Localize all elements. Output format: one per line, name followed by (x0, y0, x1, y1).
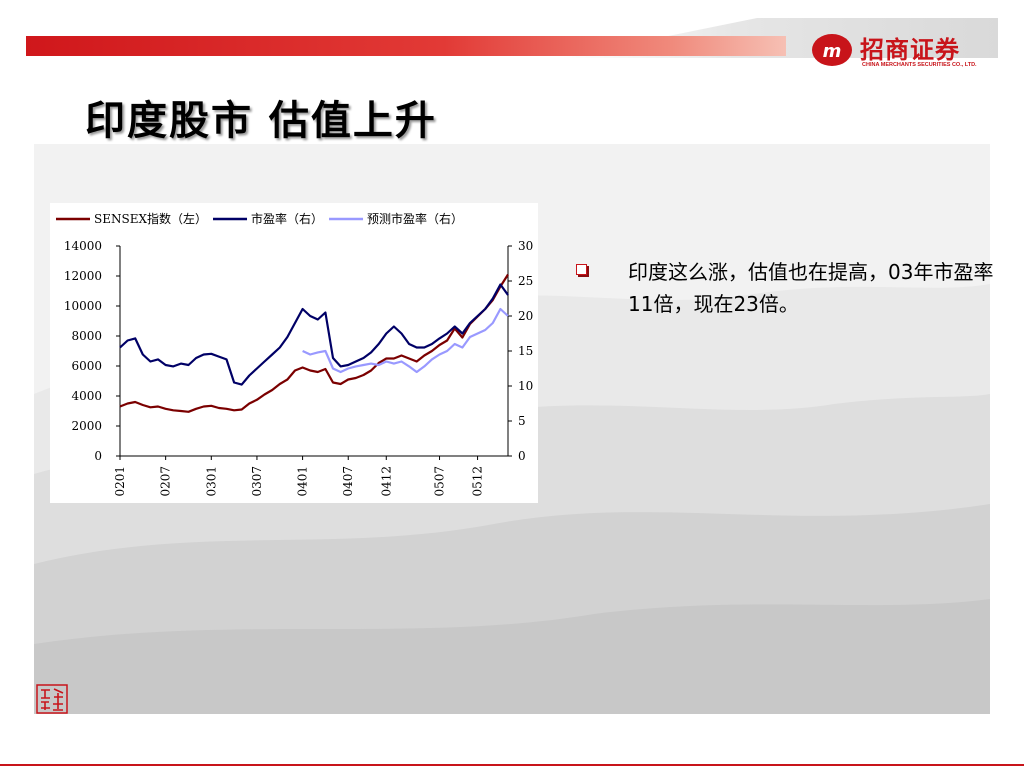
logo-english-name: CHINA MERCHANTS SECURITIES CO., LTD. (862, 62, 977, 68)
series-line-1 (119, 283, 509, 386)
x-tick-label: 0401 (296, 466, 310, 497)
x-tick-label: 0507 (433, 466, 447, 497)
y-right-tick-label: 25 (518, 274, 533, 288)
x-tick-label: 0512 (471, 466, 485, 497)
x-tick-label: 0301 (204, 466, 218, 497)
x-tick-label: 0207 (159, 466, 173, 497)
m-logo-icon: m (812, 34, 852, 66)
y-left-tick-label: 0 (94, 449, 102, 463)
square-bullet-icon (576, 264, 587, 275)
y-left-tick-label: 4000 (71, 389, 102, 403)
y-right-tick-label: 30 (518, 239, 533, 253)
y-right-tick-label: 15 (518, 344, 533, 358)
header-red-band (26, 36, 786, 56)
series-line-2 (302, 307, 509, 374)
y-left-tick-label: 8000 (71, 329, 102, 343)
y-left-tick-label: 6000 (71, 359, 102, 373)
y-left-tick-label: 14000 (64, 239, 102, 253)
y-right-tick-label: 5 (518, 414, 526, 428)
y-left-tick-label: 10000 (64, 299, 102, 313)
y-left-tick-label: 12000 (64, 269, 102, 283)
footer-red-line (0, 764, 1024, 766)
chart-container: 0 2000 4000 6000 8000 10000 12000 14000 0 5 10 15 20… (50, 203, 538, 503)
svg-text:m: m (823, 41, 842, 62)
company-logo: m 招商证券 CHINA MERCHANTS SECURITIES CO., L… (810, 30, 990, 74)
seal-stamp-icon (36, 684, 68, 714)
y-left-tick-label: 2000 (71, 419, 102, 433)
line-chart: 0 2000 4000 6000 8000 10000 12000 14000 0 5 10 15 20… (56, 211, 533, 497)
y-right-tick-label: 10 (518, 379, 533, 393)
y-right-tick-label: 0 (518, 449, 526, 463)
bullet-text: 印度这么涨，估值也在提高，03年市盈率11倍，现在23倍。 (628, 260, 994, 316)
legend-label-2: 预测市盈率（右） (367, 211, 463, 226)
series-line-0 (119, 273, 509, 413)
x-tick-label: 0407 (341, 466, 355, 497)
logo-chinese-name: 招商证券 (860, 36, 960, 64)
legend-label-0: SENSEX指数（左） (94, 211, 207, 226)
legend-label-1: 市盈率（右） (251, 211, 323, 226)
x-tick-label: 0201 (113, 466, 127, 497)
page-title: 印度股市 估值上升 (85, 97, 437, 144)
x-tick-label: 0307 (250, 466, 264, 497)
y-right-tick-label: 20 (518, 309, 533, 323)
x-tick-label: 0412 (379, 466, 393, 497)
